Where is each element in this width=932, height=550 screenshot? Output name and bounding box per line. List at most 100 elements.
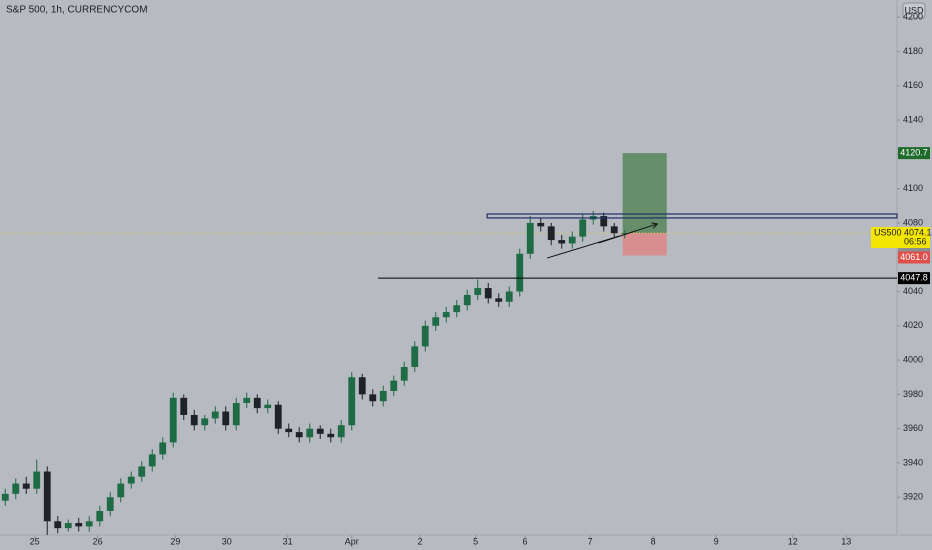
x-tick-label: Apr	[345, 536, 359, 546]
arrow	[598, 223, 658, 244]
candle-body	[568, 236, 576, 244]
x-tick-label: 12	[788, 536, 798, 546]
candle-body	[253, 397, 261, 409]
x-tick-label: 25	[30, 536, 40, 546]
price-label: 4120.7	[900, 148, 928, 158]
candle-body	[64, 522, 72, 529]
candle-body	[243, 397, 251, 403]
y-tick-label: 3960	[903, 423, 923, 433]
candle-body	[75, 522, 83, 527]
candle-body	[12, 483, 20, 494]
candle-body	[400, 366, 408, 381]
chart-title: S&P 500, 1h, CURRENCYCOM	[6, 5, 148, 16]
candle-body	[600, 216, 608, 227]
candle-body	[1, 493, 9, 501]
candle-body	[495, 298, 503, 302]
candle-body	[127, 476, 135, 484]
resistance-box	[486, 213, 898, 219]
x-tick-label: 30	[222, 536, 232, 546]
candle-body	[421, 325, 429, 347]
currency[interactable]: USD	[904, 5, 924, 15]
x-tick-label: 2	[417, 536, 422, 546]
candle-body	[610, 226, 618, 234]
candle-body	[201, 418, 209, 426]
candle-body	[463, 294, 471, 306]
countdown: 06:56	[904, 236, 927, 246]
candle-body	[159, 442, 167, 455]
x-tick-label: 31	[283, 536, 293, 546]
candle-body	[505, 291, 513, 302]
x-tick-label: 6	[522, 536, 527, 546]
arrow-head	[651, 222, 659, 229]
candle-body	[106, 497, 114, 511]
candle-body	[264, 404, 272, 409]
y-tick-label: 4140	[903, 114, 923, 124]
price-label-bg	[898, 147, 930, 160]
candle-body	[621, 233, 629, 235]
candle-body	[369, 394, 377, 402]
candle-body	[295, 432, 303, 438]
candle-body	[180, 397, 188, 415]
last-price-value: 4074.1	[904, 227, 932, 237]
y-tick-label: 4160	[903, 80, 923, 90]
last-price-name: US500	[874, 227, 902, 237]
y-tick-label: 4040	[903, 286, 923, 296]
x-tick-label: 9	[714, 536, 719, 546]
candle-body	[169, 397, 177, 443]
x-tick-label: 7	[588, 536, 593, 546]
candle-body	[327, 433, 335, 438]
currency-box[interactable]	[902, 2, 926, 19]
candle-body	[442, 312, 450, 318]
candle-body	[222, 411, 230, 426]
y-tick-label: 4100	[903, 183, 923, 193]
candle-body	[337, 425, 345, 438]
candle-body	[390, 380, 398, 391]
candle-body	[85, 521, 93, 527]
candle-body	[547, 226, 555, 241]
candle-body	[579, 219, 587, 237]
price-label-bg	[898, 272, 930, 285]
candle-body	[516, 253, 524, 292]
candle-body	[54, 521, 62, 529]
candle-body	[190, 414, 198, 426]
candle-body	[33, 471, 41, 489]
loss-zone	[622, 233, 667, 256]
candle-body	[138, 466, 146, 477]
profit-zone	[622, 153, 667, 234]
x-tick-label: 8	[651, 536, 656, 546]
candle-body	[474, 288, 482, 295]
candle-body	[232, 402, 240, 426]
candle-body	[358, 377, 366, 395]
candle-body	[22, 483, 30, 489]
y-tick-label: 4180	[903, 46, 923, 56]
y-tick-label: 4000	[903, 354, 923, 364]
candle-body	[453, 305, 461, 313]
y-tick-label: 3980	[903, 389, 923, 399]
y-tick-label: 4080	[903, 217, 923, 227]
candle-body	[306, 428, 314, 438]
y-tick-label: 3940	[903, 457, 923, 467]
price-label: 4047.8	[900, 273, 928, 283]
candle-body	[117, 483, 125, 498]
candle-body	[148, 454, 156, 467]
candle-body	[211, 411, 219, 419]
candle-body	[285, 428, 293, 433]
x-tick-label: 13	[841, 536, 851, 546]
candle-body	[96, 510, 104, 522]
y-tick-label: 4020	[903, 320, 923, 330]
candle-body	[274, 404, 282, 429]
x-tick-label: 26	[93, 536, 103, 546]
candle-body	[411, 346, 419, 367]
price-label: 4061.0	[900, 252, 928, 262]
candle-body	[43, 471, 51, 522]
candle-body	[558, 240, 566, 244]
y-tick-label: 4200	[903, 12, 923, 22]
x-tick-label: 29	[170, 536, 180, 546]
candle-body	[526, 222, 534, 254]
price-label-bg	[898, 251, 930, 264]
candle-body	[348, 377, 356, 426]
y-tick-label: 3920	[903, 492, 923, 502]
candle-body	[484, 288, 492, 299]
